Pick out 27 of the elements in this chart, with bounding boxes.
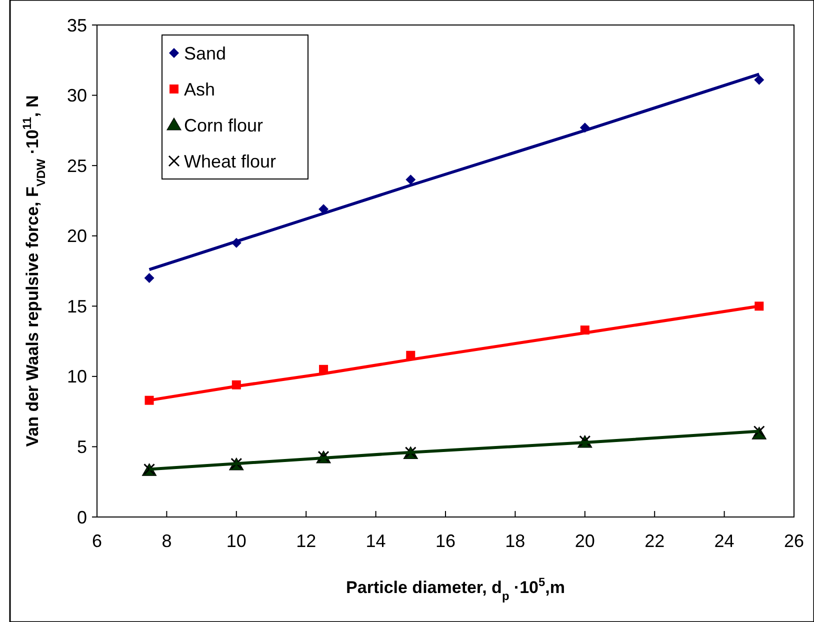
x-tick-label: 12 [296, 531, 316, 551]
x-tick-label: 16 [435, 531, 456, 551]
x-axis-title: Particle diameter, d$_{p}$ ·10$^{5}$,m [346, 575, 565, 603]
y-tick-label: 25 [66, 156, 87, 176]
point [406, 174, 416, 185]
x-tick-label: 6 [92, 531, 102, 551]
x-tick-label: 10 [226, 531, 246, 551]
legend-label: Sand [184, 43, 226, 64]
y-tick-label: 20 [66, 226, 87, 246]
legend-label: Ash [184, 79, 216, 100]
x-tick-label: 26 [784, 531, 804, 551]
y-tick-label: 10 [66, 366, 87, 387]
y-tick-label: 5 [76, 437, 87, 458]
x-tick-label: 8 [162, 531, 172, 551]
x-tick-label: 20 [574, 531, 595, 551]
point [144, 273, 154, 284]
x-tick-label: 22 [644, 531, 665, 551]
y-tick-label: 15 [66, 296, 87, 316]
x-tick-label: 18 [505, 531, 526, 551]
x-tick-label: 14 [366, 531, 386, 551]
x-tick-label: 24 [714, 531, 734, 551]
y-tick-label: 30 [66, 86, 87, 106]
point [754, 74, 764, 85]
legend-label: Corn flour [184, 115, 264, 136]
y-tick-label: 35 [66, 15, 87, 36]
y-tick-label: 0 [76, 507, 87, 528]
legend-label: Wheat flour [184, 151, 276, 172]
